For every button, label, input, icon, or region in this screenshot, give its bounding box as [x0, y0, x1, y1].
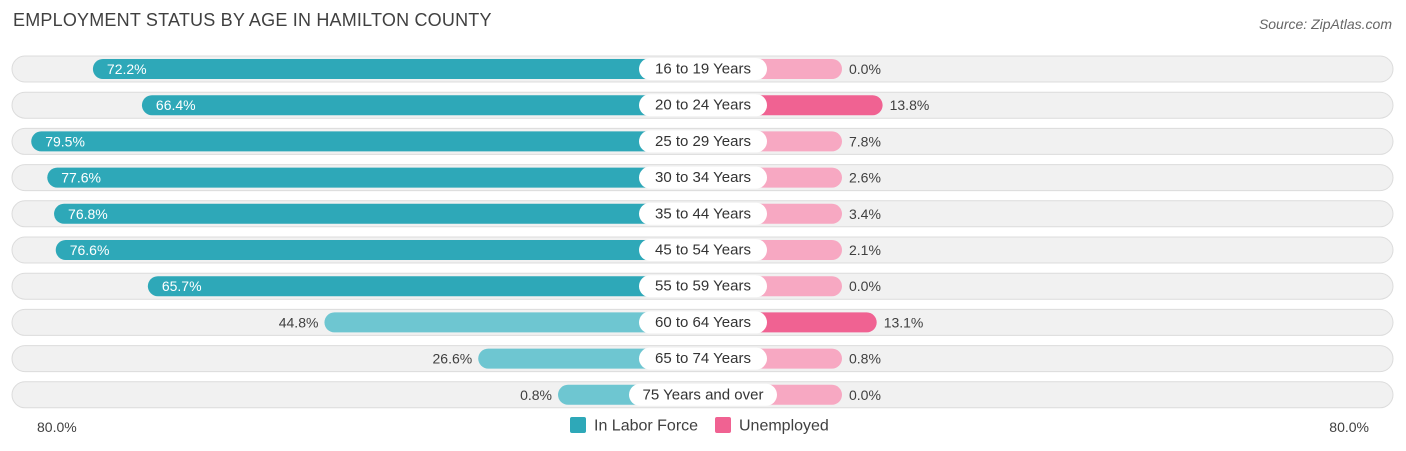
- value-label-unemployed: 0.0%: [849, 387, 881, 403]
- legend-swatch-unemployed: [715, 417, 731, 433]
- chart-title: EMPLOYMENT STATUS BY AGE IN HAMILTON COU…: [13, 10, 492, 30]
- value-label-unemployed: 13.1%: [884, 314, 924, 330]
- value-label-unemployed: 13.8%: [890, 97, 930, 113]
- value-label-unemployed: 7.8%: [849, 133, 881, 149]
- value-label-in-labor-force: 44.8%: [279, 314, 319, 330]
- value-label-in-labor-force: 66.4%: [156, 97, 196, 113]
- category-label-pill: [639, 311, 767, 334]
- category-label: 45 to 54 Years: [655, 242, 751, 259]
- value-label-in-labor-force: 72.2%: [107, 61, 147, 77]
- category-label: 60 to 64 Years: [655, 314, 751, 331]
- category-label-pill: [639, 239, 767, 261]
- value-label-unemployed: 2.6%: [849, 170, 881, 186]
- category-label-pill: [629, 383, 777, 406]
- category-label-pill: [639, 94, 767, 117]
- axis-max-label: 80.0%: [1329, 419, 1369, 435]
- value-label-unemployed: 0.0%: [849, 278, 881, 294]
- category-label: 20 to 24 Years: [655, 97, 751, 114]
- bar-in-labor-force[interactable]: [324, 312, 703, 333]
- value-label-in-labor-force: 76.8%: [68, 206, 108, 222]
- value-label-in-labor-force: 26.6%: [433, 351, 473, 367]
- value-label-in-labor-force: 0.8%: [520, 387, 552, 403]
- category-label-pill: [639, 166, 767, 189]
- value-label-unemployed: 2.1%: [849, 242, 881, 258]
- legend-label-unemployed: Unemployed: [739, 418, 829, 435]
- value-label-in-labor-force: 76.6%: [70, 242, 110, 258]
- value-label-unemployed: 0.8%: [849, 351, 881, 367]
- legend-label-in-labor-force: In Labor Force: [594, 418, 698, 435]
- category-label: 30 to 34 Years: [655, 169, 751, 186]
- category-label: 65 to 74 Years: [655, 350, 751, 367]
- bar-in-labor-force[interactable]: [54, 203, 704, 224]
- category-label: 16 to 19 Years: [655, 61, 751, 78]
- source-note: Source: ZipAtlas.com: [1258, 16, 1392, 32]
- value-label-in-labor-force: 79.5%: [45, 133, 85, 149]
- category-label: 55 to 59 Years: [655, 278, 751, 295]
- value-label-unemployed: 0.0%: [849, 61, 881, 77]
- category-label-pill: [639, 130, 767, 153]
- value-label-unemployed: 3.4%: [849, 206, 881, 222]
- value-label-in-labor-force: 65.7%: [162, 278, 202, 294]
- category-label: 35 to 44 Years: [655, 205, 751, 222]
- category-label: 75 Years and over: [643, 386, 764, 403]
- bar-in-labor-force[interactable]: [141, 95, 704, 116]
- bar-in-labor-force[interactable]: [147, 276, 703, 297]
- bar-in-labor-force[interactable]: [47, 167, 703, 188]
- axis-min-label: 80.0%: [37, 419, 77, 435]
- category-label-pill: [639, 202, 767, 225]
- legend-swatch-in-labor-force: [570, 417, 586, 433]
- value-label-in-labor-force: 77.6%: [61, 170, 101, 186]
- bar-in-labor-force[interactable]: [55, 240, 704, 260]
- category-label-pill: [639, 58, 767, 80]
- bar-in-labor-force[interactable]: [31, 131, 704, 152]
- bar-in-labor-force[interactable]: [92, 59, 703, 79]
- category-label: 25 to 29 Years: [655, 133, 751, 150]
- category-label-pill: [639, 347, 767, 370]
- category-label-pill: [639, 275, 767, 298]
